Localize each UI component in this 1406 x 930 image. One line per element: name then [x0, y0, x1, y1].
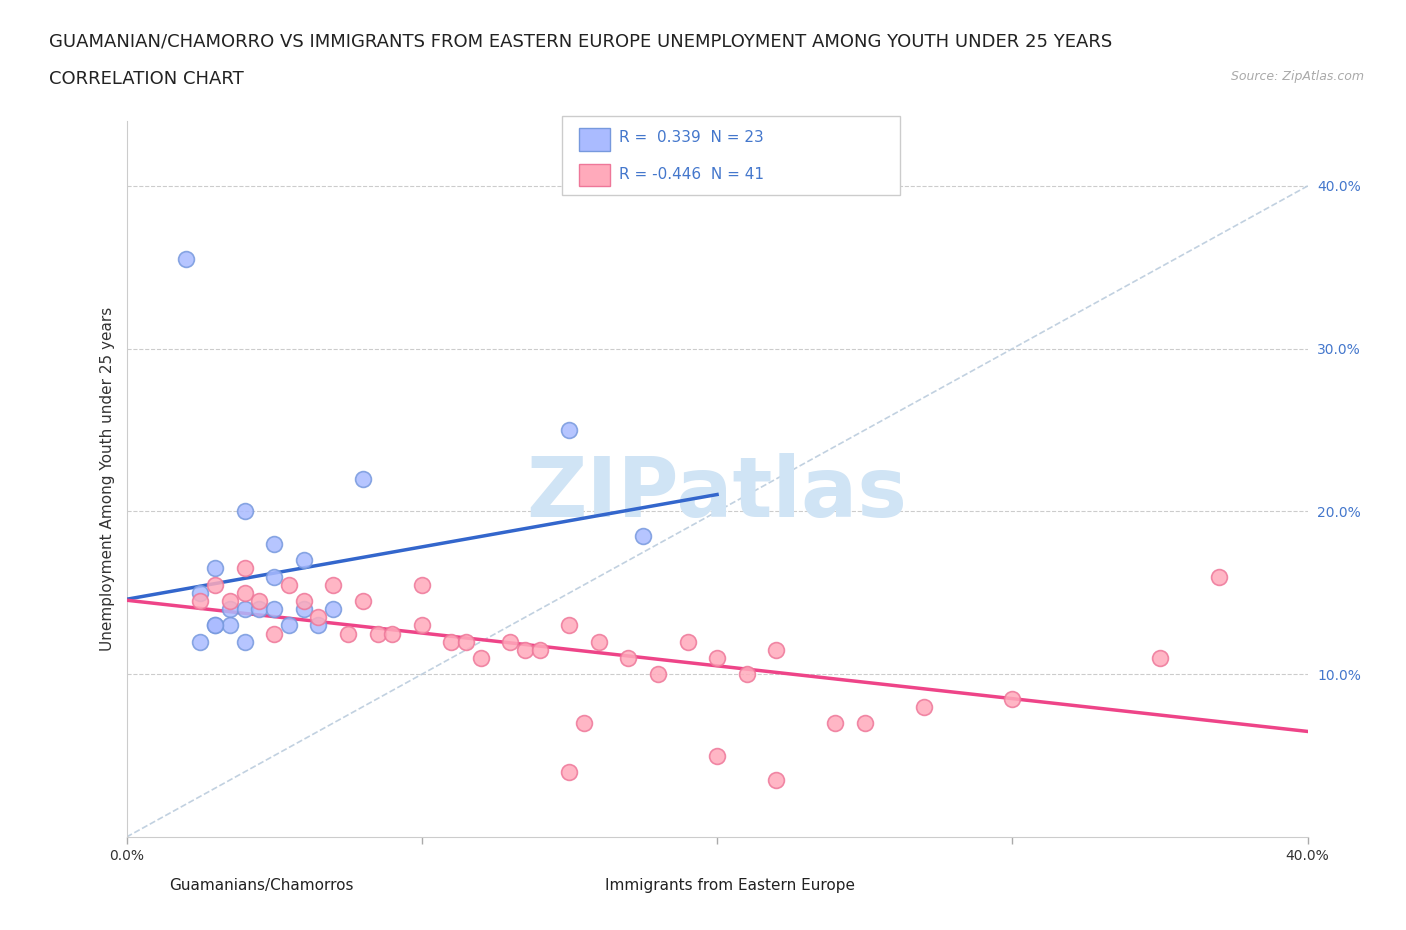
Point	[263, 602, 285, 617]
Point	[292, 593, 315, 608]
Point	[1001, 691, 1024, 706]
Point	[529, 643, 551, 658]
Point	[322, 602, 344, 617]
Point	[1208, 569, 1230, 584]
Point	[1149, 651, 1171, 666]
Point	[765, 773, 787, 788]
Point	[352, 593, 374, 608]
Point	[676, 634, 699, 649]
Point	[735, 667, 758, 682]
Text: R = -0.446  N = 41: R = -0.446 N = 41	[619, 167, 763, 182]
Point	[515, 643, 537, 658]
Point	[233, 602, 256, 617]
Point	[558, 764, 581, 779]
Point	[499, 634, 522, 649]
Point	[647, 667, 669, 682]
Text: R =  0.339  N = 23: R = 0.339 N = 23	[619, 130, 763, 145]
Text: Immigrants from Eastern Europe: Immigrants from Eastern Europe	[605, 878, 855, 893]
Point	[322, 578, 344, 592]
Point	[706, 748, 728, 763]
Text: CORRELATION CHART: CORRELATION CHART	[49, 70, 245, 87]
Point	[188, 634, 212, 649]
Point	[263, 569, 285, 584]
Point	[263, 537, 285, 551]
Point	[308, 610, 330, 625]
Point	[174, 252, 197, 267]
Point	[204, 618, 226, 633]
Point	[824, 716, 846, 731]
Point	[912, 699, 935, 714]
Point	[249, 593, 271, 608]
Point	[278, 578, 301, 592]
Y-axis label: Unemployment Among Youth under 25 years: Unemployment Among Youth under 25 years	[100, 307, 115, 651]
Point	[765, 643, 787, 658]
Point	[263, 626, 285, 641]
Point	[456, 634, 478, 649]
Point	[558, 618, 581, 633]
Point	[233, 634, 256, 649]
Point	[367, 626, 389, 641]
Point	[588, 634, 610, 649]
Point	[219, 602, 242, 617]
Point	[308, 618, 330, 633]
Text: Guamanians/Chamorros: Guamanians/Chamorros	[169, 878, 353, 893]
Point	[411, 578, 433, 592]
Point	[249, 602, 271, 617]
Point	[204, 561, 226, 576]
Text: ZIPatlas: ZIPatlas	[527, 453, 907, 534]
Point	[633, 528, 655, 543]
Point	[233, 504, 256, 519]
Point	[853, 716, 876, 731]
Point	[219, 593, 242, 608]
Point	[411, 618, 433, 633]
Text: GUAMANIAN/CHAMORRO VS IMMIGRANTS FROM EASTERN EUROPE UNEMPLOYMENT AMONG YOUTH UN: GUAMANIAN/CHAMORRO VS IMMIGRANTS FROM EA…	[49, 33, 1112, 50]
Point	[292, 602, 315, 617]
Point	[278, 618, 301, 633]
Point	[204, 578, 226, 592]
Point	[617, 651, 640, 666]
Point	[706, 651, 728, 666]
Point	[337, 626, 360, 641]
Point	[558, 422, 581, 438]
Point	[470, 651, 492, 666]
Point	[440, 634, 463, 649]
Text: Source: ZipAtlas.com: Source: ZipAtlas.com	[1230, 70, 1364, 83]
Point	[233, 586, 256, 601]
Point	[219, 618, 242, 633]
Point	[292, 552, 315, 567]
Point	[381, 626, 404, 641]
Point	[574, 716, 596, 731]
Point	[188, 593, 212, 608]
Point	[188, 586, 212, 601]
Point	[233, 561, 256, 576]
Point	[204, 618, 226, 633]
Point	[352, 472, 374, 486]
